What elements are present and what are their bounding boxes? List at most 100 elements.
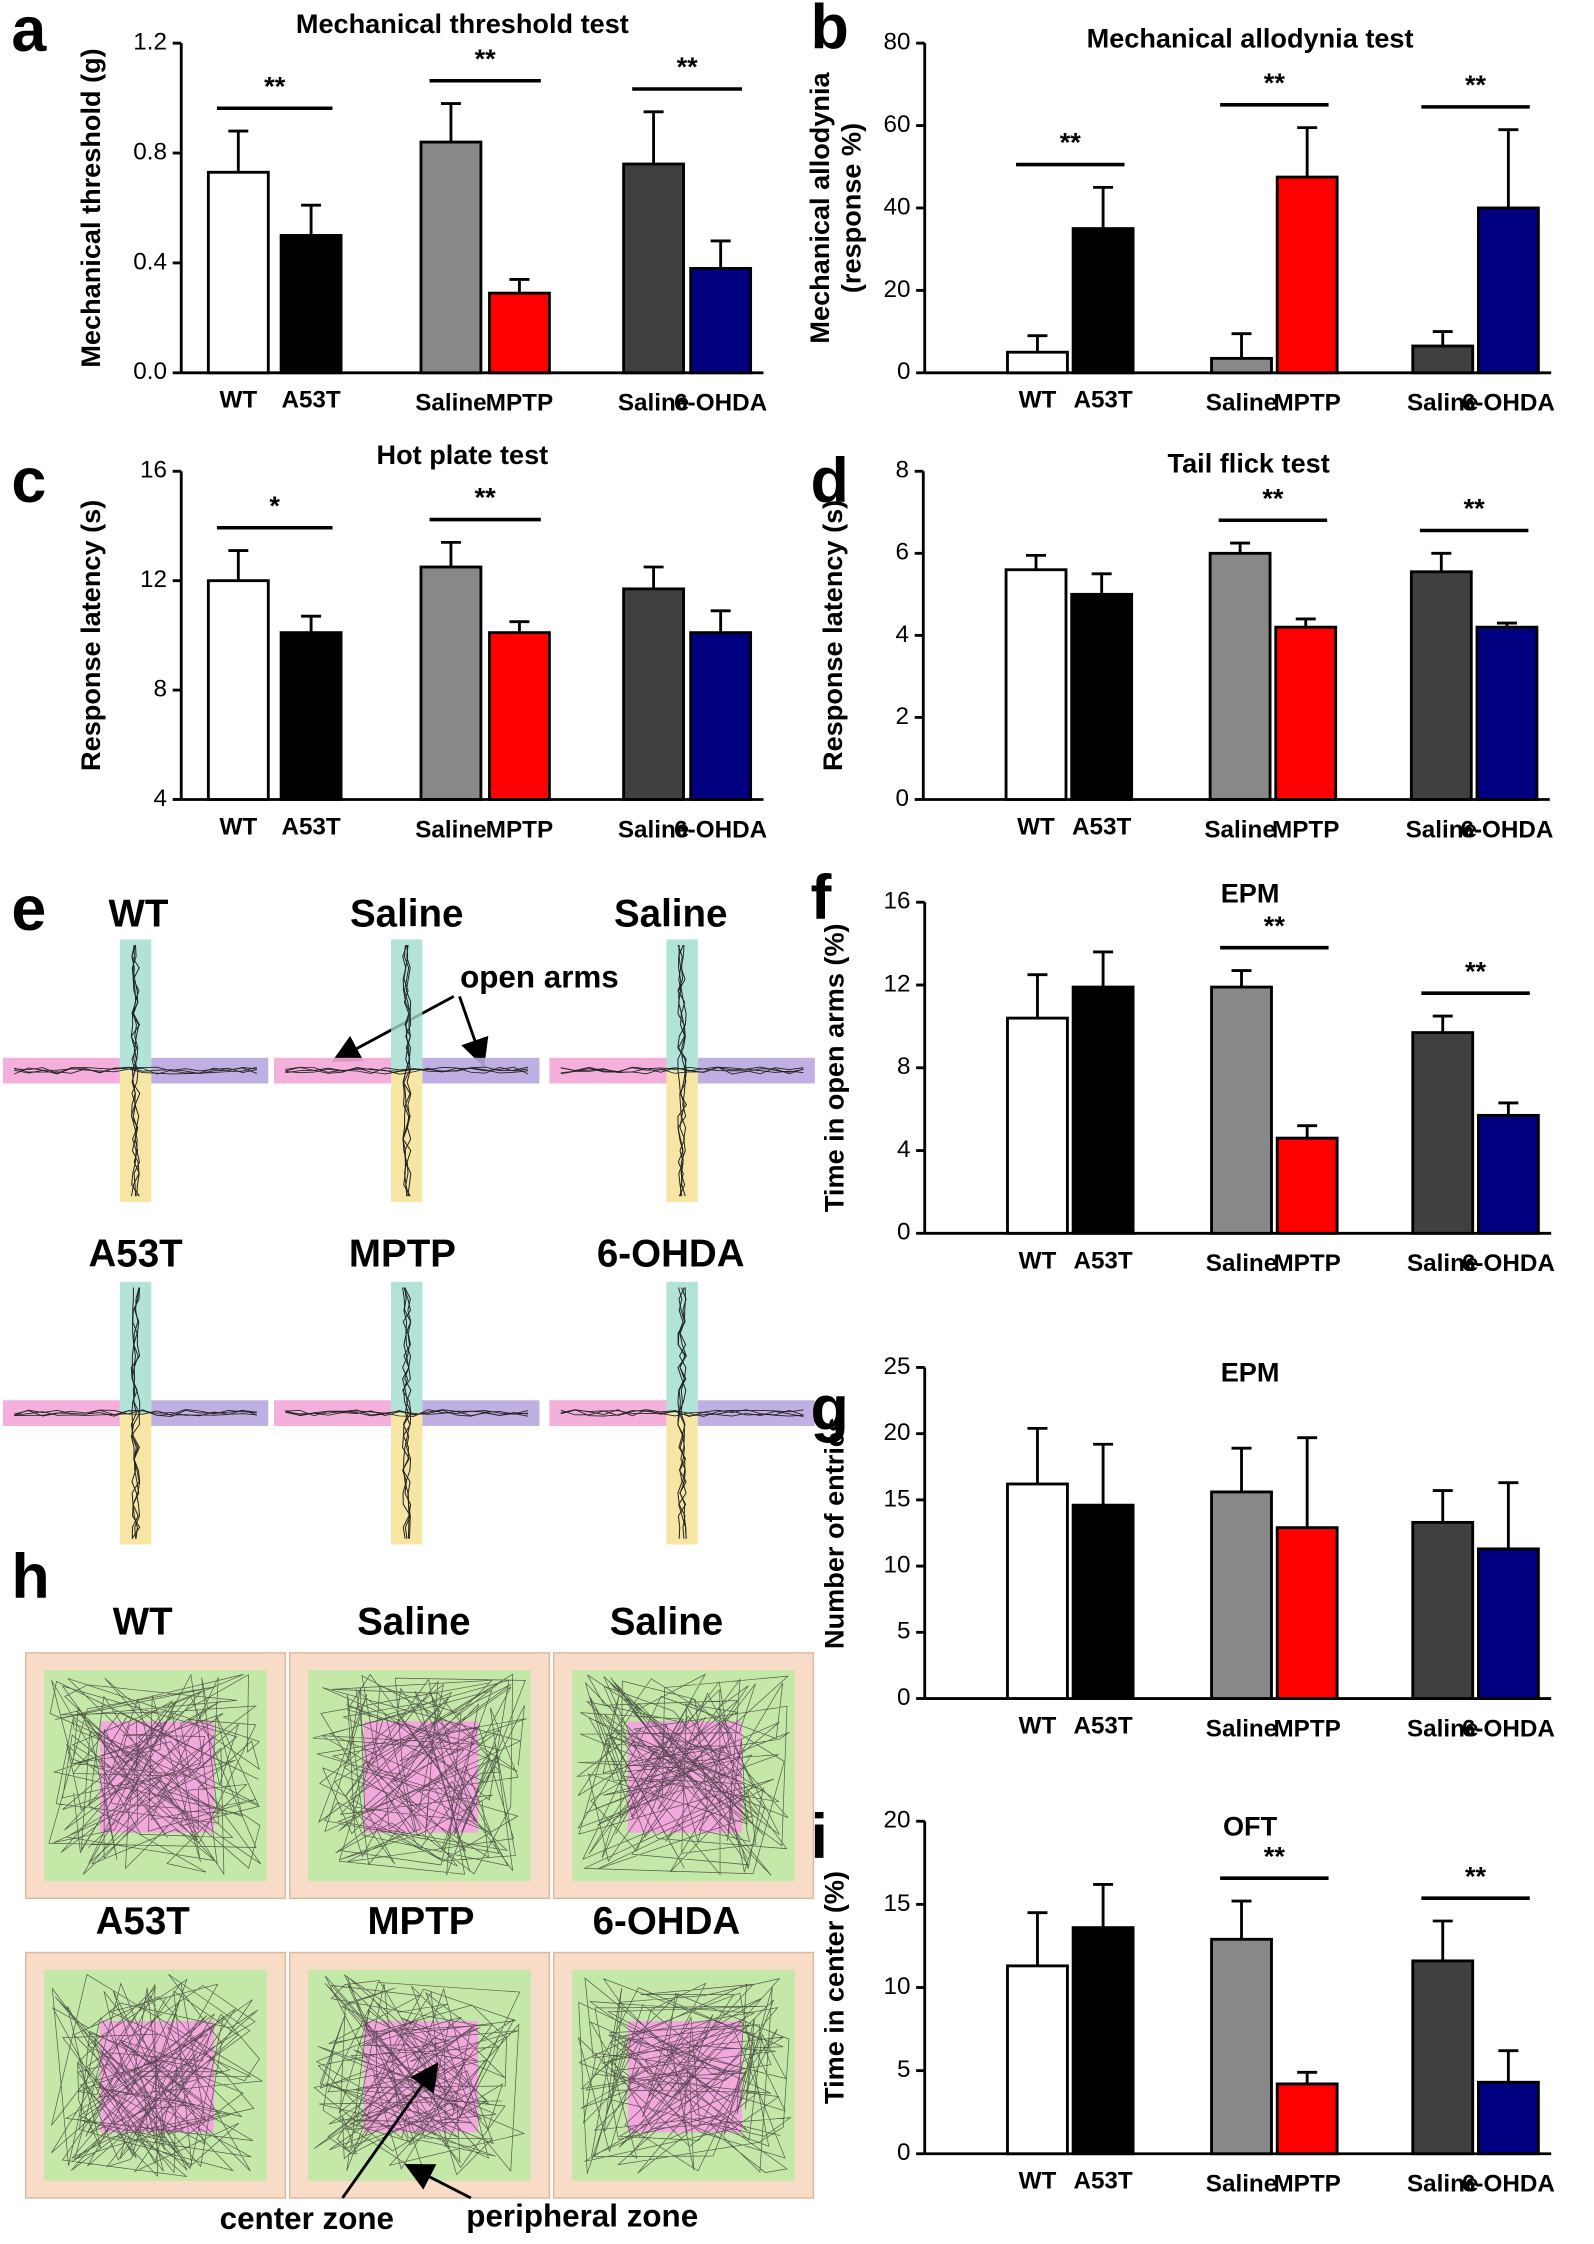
x-tick-label: Saline (1206, 390, 1277, 417)
bar (1275, 175, 1339, 375)
bar (1476, 1547, 1540, 1700)
open-arm (273, 1057, 392, 1084)
track (677, 944, 687, 1197)
track-label: MPTP (367, 1900, 474, 1943)
bar (1411, 1031, 1475, 1235)
significance-label: ** (264, 70, 286, 101)
bar (1006, 1482, 1069, 1700)
bar (1476, 1113, 1540, 1235)
x-tick-label: Saline (415, 390, 486, 417)
bar (1210, 985, 1273, 1235)
x-tick-label: 6-OHDA (1462, 1250, 1555, 1277)
chart-title: EPM (1221, 877, 1280, 908)
bar (1006, 350, 1069, 375)
bar (1210, 1490, 1273, 1700)
bar (1070, 592, 1134, 801)
y-axis-label: Number of entries (818, 1417, 849, 1649)
y-tick-label: 20 (883, 1807, 910, 1834)
x-tick-label: Saline (1407, 1715, 1478, 1742)
track (677, 1287, 687, 1539)
bar (1275, 2082, 1339, 2156)
x-tick-label: MPTP (1273, 1250, 1340, 1277)
bar (1071, 1926, 1135, 2156)
x-tick-label: Saline (1407, 390, 1478, 417)
track (677, 945, 687, 1197)
x-tick-label: MPTP (486, 816, 553, 843)
chart: a Mechanical threshold test Mechanical thr… (11, 0, 767, 417)
significance-label: ** (1262, 482, 1284, 513)
track (14, 1066, 257, 1075)
bar (488, 631, 551, 801)
track (285, 1066, 529, 1073)
y-tick-label: 0.4 (133, 248, 167, 275)
track (560, 1066, 804, 1075)
y-tick-label: 0.0 (133, 358, 167, 385)
y-tick-label: 8 (896, 457, 909, 484)
x-tick-label: WT (219, 813, 257, 840)
bar (1475, 625, 1539, 801)
y-tick-label: 0 (897, 1219, 910, 1246)
y-axis-label: (response %) (836, 123, 867, 293)
panel-label: i (811, 1802, 828, 1872)
bar (689, 631, 753, 801)
bar (622, 162, 685, 375)
track-label: A53T (88, 1232, 183, 1275)
track-label: Saline (350, 893, 463, 936)
y-tick-label: 8 (897, 1053, 910, 1080)
bar (1274, 625, 1338, 801)
track (131, 945, 140, 1197)
track (313, 1974, 526, 2178)
track (402, 1287, 412, 1539)
significance-label: ** (1465, 1860, 1487, 1891)
track-label: 6-OHDA (593, 1900, 741, 1943)
y-axis-label: Response latency (s) (817, 500, 848, 771)
y-axis-label: Mechanical allodynia (804, 71, 835, 343)
significance-label: ** (677, 51, 699, 82)
significance-label: ** (1464, 493, 1486, 524)
x-tick-label: MPTP (1273, 1715, 1340, 1742)
track (130, 944, 140, 1197)
y-axis-label: Time in center (%) (818, 1871, 849, 2104)
y-tick-label: 0 (897, 2139, 910, 2166)
significance-label: ** (1060, 127, 1082, 158)
bar (279, 631, 343, 801)
chart-title: Tail flick test (1168, 448, 1330, 479)
track-label: 6-OHDA (597, 1232, 745, 1275)
x-tick-label: MPTP (1273, 390, 1340, 417)
x-tick-label: Saline (415, 816, 486, 843)
significance-label: ** (1264, 910, 1286, 941)
open-arm (2, 1057, 120, 1084)
bar (279, 234, 343, 375)
x-tick-label: A53T (281, 387, 340, 414)
y-tick-label: 20 (883, 276, 910, 303)
bar (1210, 356, 1273, 375)
track (285, 1409, 529, 1417)
track (560, 1409, 804, 1417)
bar (1071, 1503, 1135, 1700)
chart-title: EPM (1221, 1357, 1280, 1388)
y-tick-label: 0 (897, 358, 910, 385)
panel-label: c (11, 446, 46, 516)
chart: g EPM Number of entries 0 5 10 15 20 25 WT A53T Sal… (811, 1353, 1555, 1742)
x-tick-label: MPTP (1273, 2171, 1340, 2198)
bar (1411, 1520, 1475, 1700)
track (560, 1066, 804, 1075)
x-tick-label: Saline (618, 816, 689, 843)
x-tick-label: WT (1019, 1247, 1057, 1274)
bar (419, 565, 483, 801)
y-axis-label: Response latency (s) (75, 500, 106, 771)
bar (689, 266, 753, 375)
y-axis-label: Time in open arms (%) (818, 923, 849, 1212)
x-tick-label: A53T (1073, 387, 1132, 414)
x-tick-label: Saline (618, 390, 689, 417)
bar (1006, 1964, 1069, 2156)
y-tick-label: 12 (883, 970, 910, 997)
bar (206, 579, 270, 801)
significance-label: ** (1264, 67, 1286, 98)
track-label: MPTP (349, 1232, 456, 1275)
x-tick-label: WT (1019, 2168, 1057, 2195)
x-tick-label: MPTP (486, 390, 553, 417)
chart: i OFT Time in center (%) 0 5 10 15 20 WT A53T Sali… (811, 1802, 1555, 2198)
bar (1275, 1136, 1339, 1235)
y-tick-label: 12 (140, 566, 167, 593)
